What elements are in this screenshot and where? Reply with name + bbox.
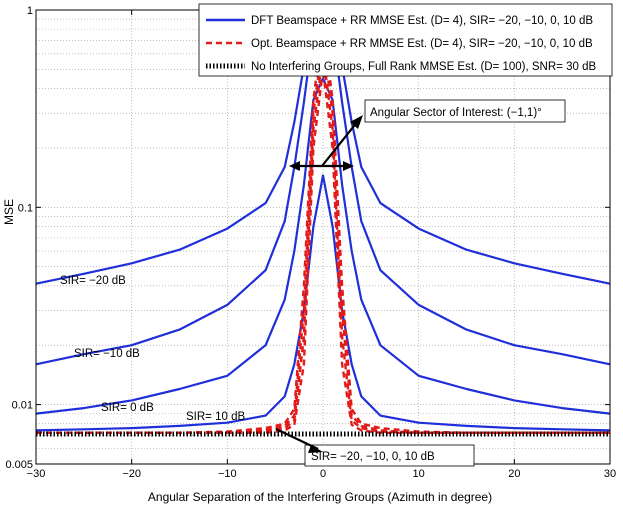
arrowhead-pointer <box>350 115 363 129</box>
legend: DFT Beamspace + RR MMSE Est. (D= 4), SIR… <box>198 3 613 77</box>
y-tick-label: 0.01 <box>12 400 33 412</box>
annotation-box <box>304 444 475 467</box>
label-sir-minus10: SIR= −10 dB <box>74 348 140 360</box>
arrowhead-right <box>343 161 354 171</box>
series-line-2 <box>35 77 611 415</box>
sector-pointer-line <box>321 120 359 167</box>
label-sir-minus20: SIR= −20 dB <box>60 275 126 287</box>
label-sir-10: SIR= 10 dB <box>186 411 245 423</box>
legend-box <box>198 3 613 77</box>
tick-labels: −30 −20 −10 0 10 20 30 0.005 0.01 0.1 1 <box>5 5 616 480</box>
x-tick-label: 10 <box>413 468 425 480</box>
arrowhead-sir <box>308 445 323 453</box>
x-tick-label: 0 <box>320 468 326 480</box>
annotation-box <box>364 99 566 123</box>
y-axis-label: MSE <box>2 199 16 225</box>
legend-entry-dft: DFT Beamspace + RR MMSE Est. (D= 4), SIR… <box>251 15 593 27</box>
arrowhead-left <box>289 161 300 171</box>
legend-entry-no-interf: No Interfering Groups, Full Rank MMSE Es… <box>251 61 596 73</box>
label-sir-0: SIR= 0 dB <box>101 402 154 414</box>
x-tick-label: 20 <box>508 468 520 480</box>
annotation-text: Angular Sector of Interest: (−1,1)° <box>370 107 542 119</box>
legend-entry-opt: Opt. Beamspace + RR MMSE Est. (D= 4), SI… <box>251 38 593 50</box>
series-line-3 <box>35 174 611 432</box>
x-tick-label: 30 <box>604 468 616 480</box>
x-tick-label: −20 <box>122 468 141 480</box>
x-tick-label: −30 <box>27 468 46 480</box>
annotation-text: SIR= −20, −10, 0, 10 dB <box>311 451 435 463</box>
x-axis-label: Angular Separation of the Interfering Gr… <box>148 490 492 504</box>
annotation-arrows <box>275 115 363 453</box>
annotation-sir-levels: SIR= −20, −10, 0, 10 dB <box>304 444 475 467</box>
series-line-7 <box>36 68 610 434</box>
x-tick-label: −10 <box>218 468 237 480</box>
annotation-sector-of-interest: Angular Sector of Interest: (−1,1)° <box>364 99 566 123</box>
y-tick-label: 1 <box>27 5 33 17</box>
y-tick-label: 0.1 <box>18 202 33 214</box>
y-tick-label: 0.005 <box>5 459 33 471</box>
